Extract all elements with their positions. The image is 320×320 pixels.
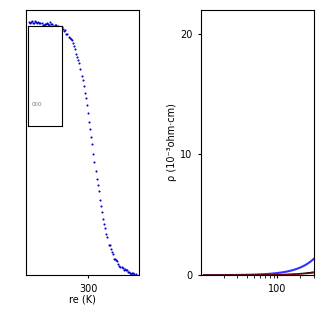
X-axis label: re (K): re (K)	[68, 295, 95, 305]
Y-axis label: ρ (10⁻³ohm·cm): ρ (10⁻³ohm·cm)	[167, 103, 177, 181]
